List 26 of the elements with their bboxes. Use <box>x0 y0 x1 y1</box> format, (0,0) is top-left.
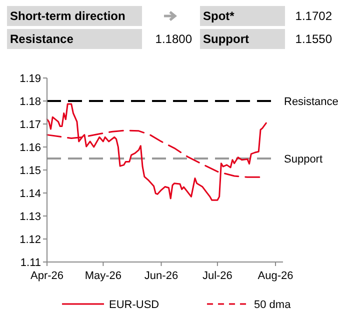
ref-line-label: Resistance <box>284 96 338 108</box>
text: Resistance <box>10 32 74 46</box>
y-tick-label: 1.11 <box>20 257 41 269</box>
text: 1.1800 <box>155 32 192 46</box>
legend-label: EUR-USD <box>109 299 160 311</box>
x-tick-label: Jun-26 <box>144 270 178 282</box>
x-tick-label: May-26 <box>84 270 122 282</box>
y-tick-label: 1.19 <box>20 73 41 85</box>
y-tick-label: 1.17 <box>20 119 41 131</box>
line-series <box>46 103 267 201</box>
x-tick-label: Aug-26 <box>258 270 294 282</box>
x-tick-label: Jul-26 <box>202 270 232 282</box>
text: Support <box>203 32 249 46</box>
ref-line-label: Support <box>284 154 323 166</box>
y-tick-label: 1.15 <box>20 165 41 177</box>
legend-label: 50 dma <box>254 299 292 311</box>
y-tick-label: 1.12 <box>20 234 41 246</box>
y-tick-label: 1.18 <box>20 96 41 108</box>
text: 1.1550 <box>295 32 332 46</box>
text: Short-term direction <box>10 9 126 23</box>
y-tick-label: 1.16 <box>20 142 41 154</box>
y-tick-label: 1.13 <box>20 211 41 223</box>
x-tick-label: Apr-26 <box>30 270 64 282</box>
text: Spot* <box>203 9 235 23</box>
y-tick-label: 1.14 <box>20 188 41 200</box>
text: 1.1702 <box>295 9 332 23</box>
